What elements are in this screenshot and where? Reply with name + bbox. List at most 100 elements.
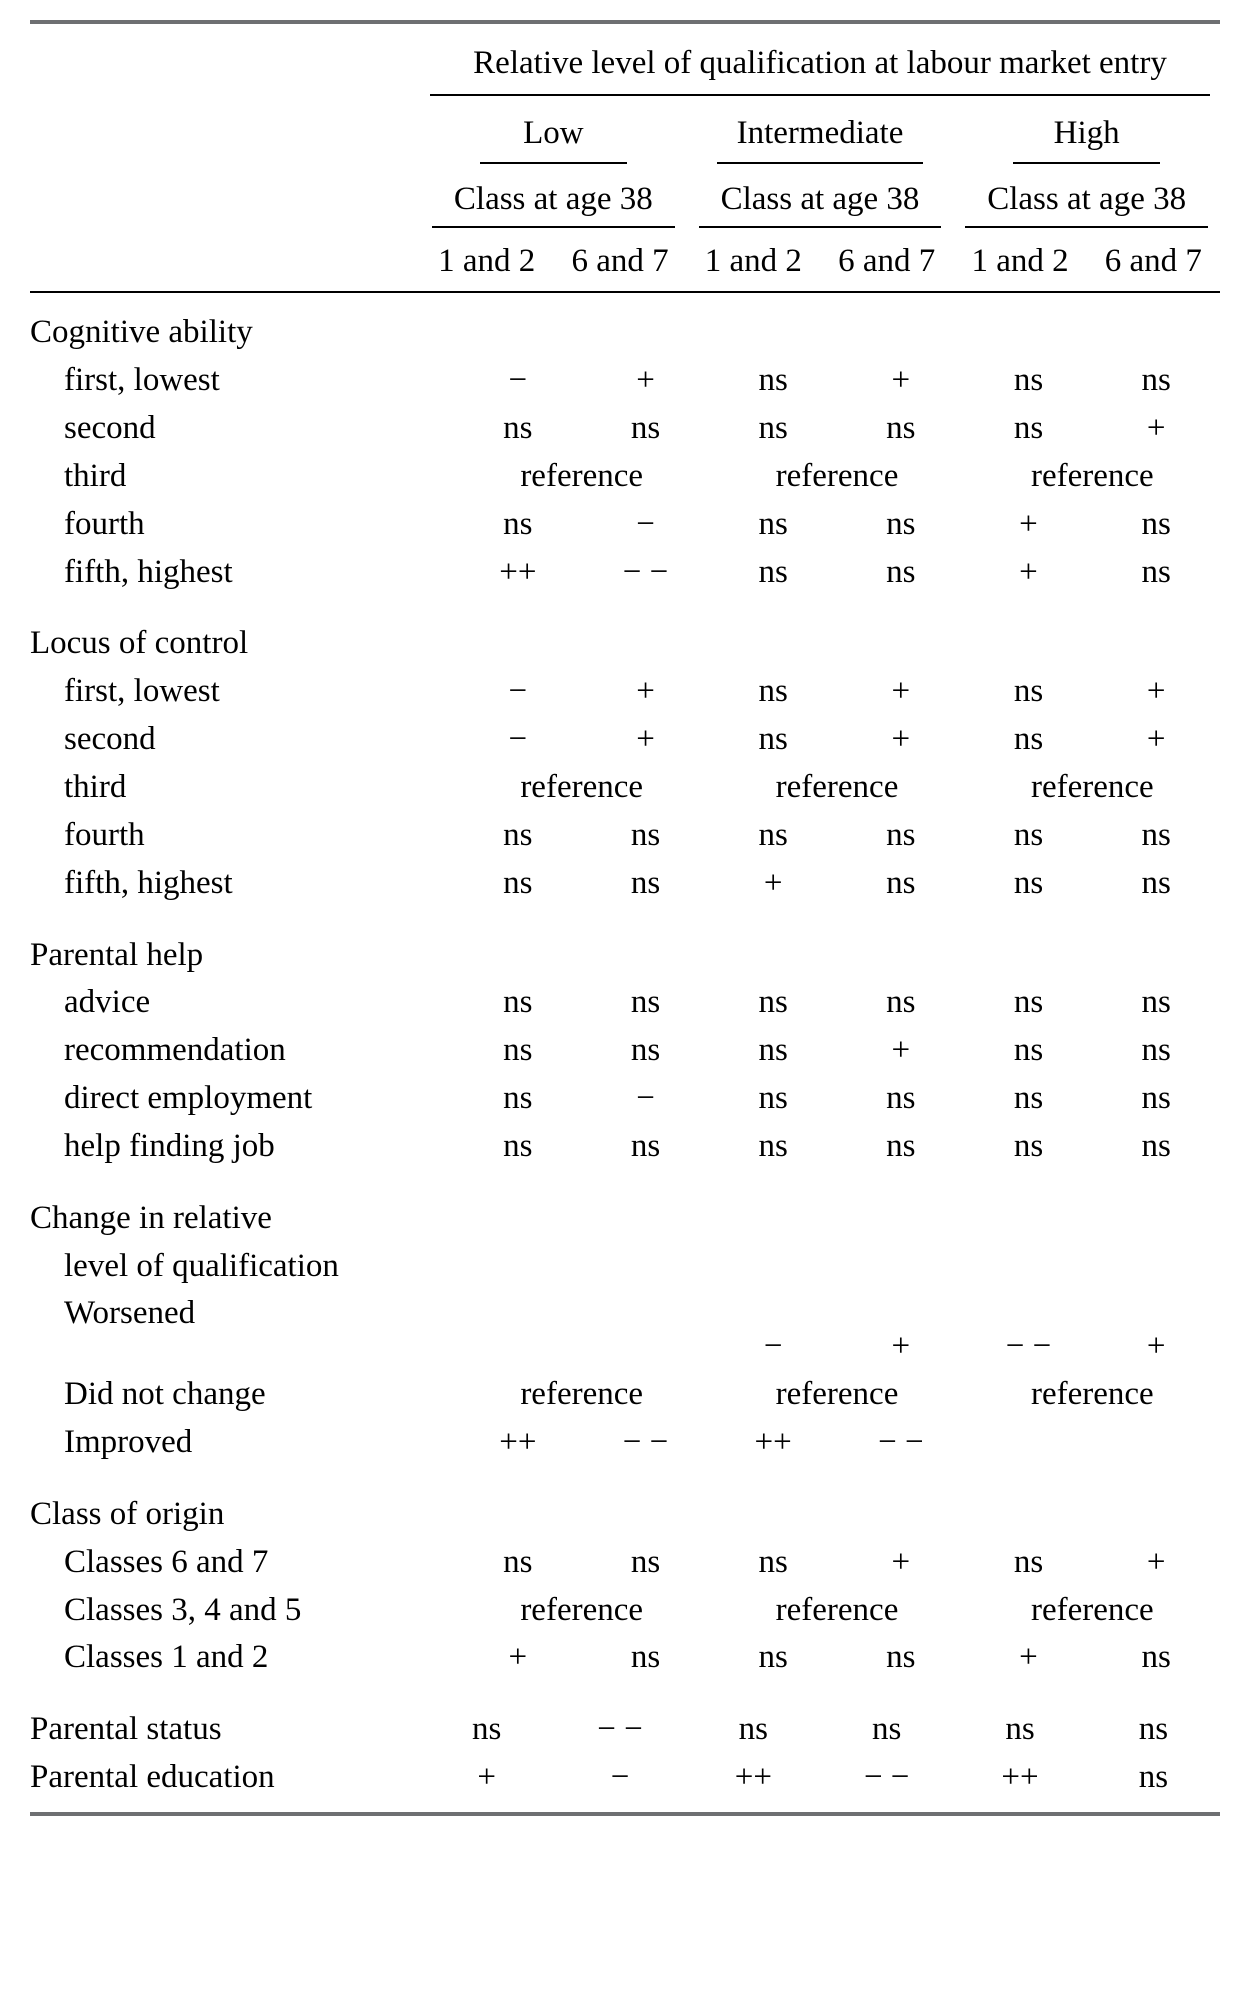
reference-cell: reference bbox=[965, 1587, 1220, 1635]
cell-value: ns bbox=[709, 549, 837, 597]
table-row: Parental statusns− −nsnsnsns bbox=[30, 1706, 1220, 1754]
cell-value: ns bbox=[965, 979, 1093, 1027]
class-low-label: Class at age 38 bbox=[420, 174, 687, 226]
cell-block: reference bbox=[709, 1587, 964, 1635]
section-header-row: Locus of control bbox=[30, 596, 1220, 668]
cell-value: − − bbox=[965, 1323, 1093, 1371]
cell-block: reference bbox=[454, 764, 709, 812]
cell-pair: nsns bbox=[454, 1539, 709, 1587]
cell-block: nsns bbox=[454, 405, 709, 453]
cell-value: + bbox=[1092, 405, 1220, 453]
cell-block: nsns bbox=[965, 1027, 1220, 1075]
cell-block: − −+ bbox=[965, 1323, 1220, 1371]
cell-block bbox=[965, 1419, 1220, 1467]
cell-block: +ns bbox=[454, 1634, 709, 1682]
reference-cell: reference bbox=[454, 1371, 709, 1419]
row-cells: nsnsnsnsnsns bbox=[454, 979, 1220, 1027]
row-label: third bbox=[30, 764, 454, 812]
reference-cell: reference bbox=[709, 1371, 964, 1419]
row-cells: −+ns+nsns bbox=[454, 357, 1220, 405]
cell-value: ns bbox=[582, 1634, 710, 1682]
cell-value: ns bbox=[709, 357, 837, 405]
cell-value: ns bbox=[820, 1706, 953, 1754]
cell-pair: ns+ bbox=[965, 716, 1220, 764]
level-high-rule bbox=[1013, 162, 1160, 164]
row-cells: +−++− −++ns bbox=[420, 1754, 1220, 1802]
section-header-row: Parental help bbox=[30, 908, 1220, 980]
cell-value: − bbox=[553, 1754, 686, 1802]
cell-value: ns bbox=[837, 549, 965, 597]
cell-value: ns bbox=[709, 405, 837, 453]
row-label: Improved bbox=[30, 1419, 454, 1467]
row-label: fourth bbox=[30, 812, 454, 860]
cell-pair: ns+ bbox=[965, 405, 1220, 453]
cell-value: ns bbox=[582, 1539, 710, 1587]
cell-value: ns bbox=[1092, 501, 1220, 549]
cell-pair: ns+ bbox=[709, 668, 964, 716]
cell-pair: ns+ bbox=[709, 1027, 964, 1075]
cell-block: reference bbox=[965, 1587, 1220, 1635]
cell-block: reference bbox=[454, 453, 709, 501]
cell-value: ns bbox=[582, 1027, 710, 1075]
cell-pair: nsns bbox=[965, 1123, 1220, 1171]
section-title: Cognitive ability bbox=[30, 303, 420, 357]
cell-value: ns bbox=[965, 1539, 1093, 1587]
cell-pair: ns− − bbox=[420, 1706, 687, 1754]
subcol-low-67: 6 and 7 bbox=[553, 238, 686, 286]
row-cells: nsnsnsnsnsns bbox=[454, 1123, 1220, 1171]
cell-pair: nsns bbox=[709, 501, 964, 549]
table-row: Classes 3, 4 and 5referencereferencerefe… bbox=[30, 1587, 1220, 1635]
table-row: fourthnsnsnsnsnsns bbox=[30, 812, 1220, 860]
cell-value: − − bbox=[553, 1706, 686, 1754]
cell-block: reference bbox=[709, 764, 964, 812]
cell-block: +ns bbox=[709, 860, 964, 908]
cell-value: ns bbox=[709, 812, 837, 860]
subcol-int-12: 1 and 2 bbox=[687, 238, 820, 286]
cell-block: ++ns bbox=[953, 1754, 1220, 1802]
cell-block: +ns bbox=[965, 1634, 1220, 1682]
cell-block: ++− − bbox=[687, 1754, 954, 1802]
cell-value: ns bbox=[837, 1075, 965, 1123]
row-label: Did not change bbox=[30, 1371, 454, 1419]
row-label: Classes 3, 4 and 5 bbox=[30, 1587, 454, 1635]
cell-pair: nsns bbox=[709, 405, 964, 453]
cell-value: − bbox=[454, 716, 582, 764]
reference-cell: reference bbox=[709, 453, 964, 501]
cell-value: ns bbox=[837, 501, 965, 549]
cell-pair: nsns bbox=[965, 860, 1220, 908]
cell-value: + bbox=[582, 716, 710, 764]
cell-pair: nsns bbox=[953, 1706, 1220, 1754]
row-cells: referencereferencereference bbox=[454, 453, 1220, 501]
cell-value: ns bbox=[965, 668, 1093, 716]
levels-row: Low Class at age 38 1 and 2 6 and 7 Inte… bbox=[420, 106, 1220, 286]
cell-value: + bbox=[965, 549, 1093, 597]
cell-value: + bbox=[454, 1634, 582, 1682]
cell-block: reference bbox=[965, 1371, 1220, 1419]
cell-value: − − bbox=[820, 1754, 953, 1802]
cell-pair: ns− bbox=[454, 1075, 709, 1123]
cell-value: ns bbox=[1087, 1706, 1220, 1754]
cell-block: ns+ bbox=[965, 405, 1220, 453]
table-row: help finding jobnsnsnsnsnsns bbox=[30, 1123, 1220, 1171]
row-label: first, lowest bbox=[30, 668, 454, 716]
cell-value: ns bbox=[837, 812, 965, 860]
cell-pair: nsns bbox=[965, 1027, 1220, 1075]
cell-pair: nsns bbox=[709, 1634, 964, 1682]
cell-value: ns bbox=[709, 1634, 837, 1682]
cell-block: nsns bbox=[709, 812, 964, 860]
cell-value: ns bbox=[709, 501, 837, 549]
row-cells: referencereferencereference bbox=[454, 764, 1220, 812]
cell-pair: ns+ bbox=[709, 1539, 964, 1587]
cell-value: ns bbox=[454, 1075, 582, 1123]
cell-block: +ns bbox=[965, 501, 1220, 549]
cell-block bbox=[454, 1323, 709, 1371]
cell-block: nsns bbox=[965, 860, 1220, 908]
row-cells: −+ns+ns+ bbox=[454, 668, 1220, 716]
row-label: Classes 1 and 2 bbox=[30, 1634, 454, 1682]
table-row: advicensnsnsnsnsns bbox=[30, 979, 1220, 1027]
cell-value: + bbox=[582, 668, 710, 716]
reference-cell: reference bbox=[454, 1587, 709, 1635]
cell-value: ns bbox=[709, 716, 837, 764]
cell-pair: nsns bbox=[965, 357, 1220, 405]
level-intermediate: Intermediate Class at age 38 1 and 2 6 a… bbox=[687, 106, 954, 286]
